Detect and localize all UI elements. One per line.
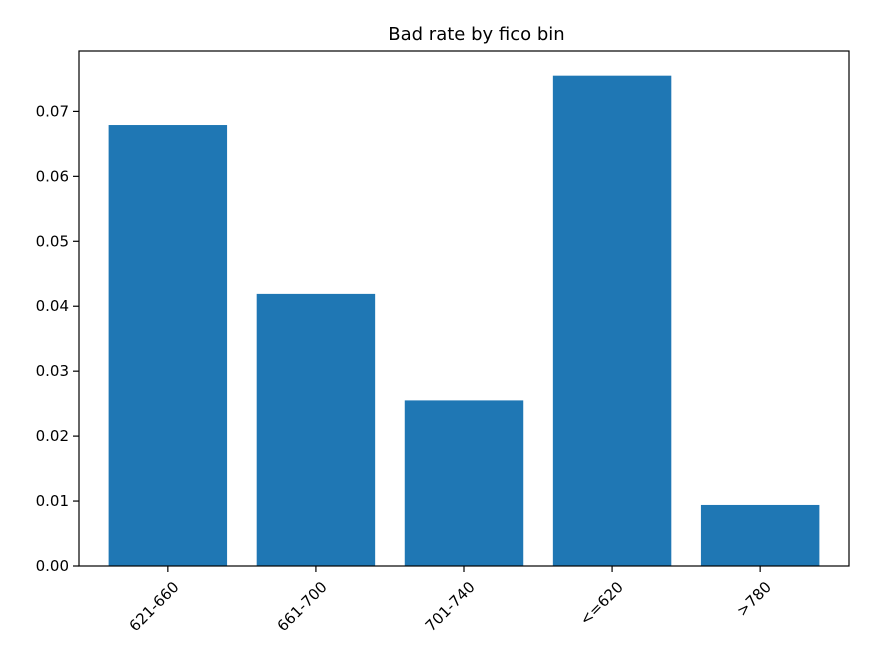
bars-group — [108, 75, 820, 566]
x-tick-label: 661-700 — [274, 578, 331, 635]
x-tick-label: >780 — [733, 578, 775, 620]
x-tick-label: 621-660 — [126, 578, 183, 635]
chart-title: Bad rate by fico bin — [388, 24, 564, 45]
plot-frame — [78, 50, 850, 567]
bar-1 — [256, 293, 376, 566]
bar-4 — [700, 504, 820, 566]
y-tick-label: 0.03 — [36, 362, 69, 380]
x-tick-label: <=620 — [576, 578, 627, 629]
y-tick-label: 0.05 — [36, 232, 69, 250]
y-tick-label: 0.00 — [36, 557, 69, 575]
x-tick-label: 701-740 — [422, 578, 479, 635]
y-tick-label: 0.04 — [36, 297, 69, 315]
y-tick-label: 0.02 — [36, 427, 69, 445]
bar-2 — [404, 400, 524, 566]
x-axis: 621-660 661-700 701-740 <=620 >780 — [126, 566, 775, 635]
y-axis: 0.00 0.01 0.02 0.03 0.04 0.05 0.06 0.07 — [36, 102, 79, 575]
y-tick-label: 0.06 — [36, 167, 69, 185]
bar-3 — [552, 75, 672, 566]
bar-0 — [108, 125, 228, 566]
y-tick-label: 0.01 — [36, 492, 69, 510]
y-tick-label: 0.07 — [36, 102, 69, 120]
